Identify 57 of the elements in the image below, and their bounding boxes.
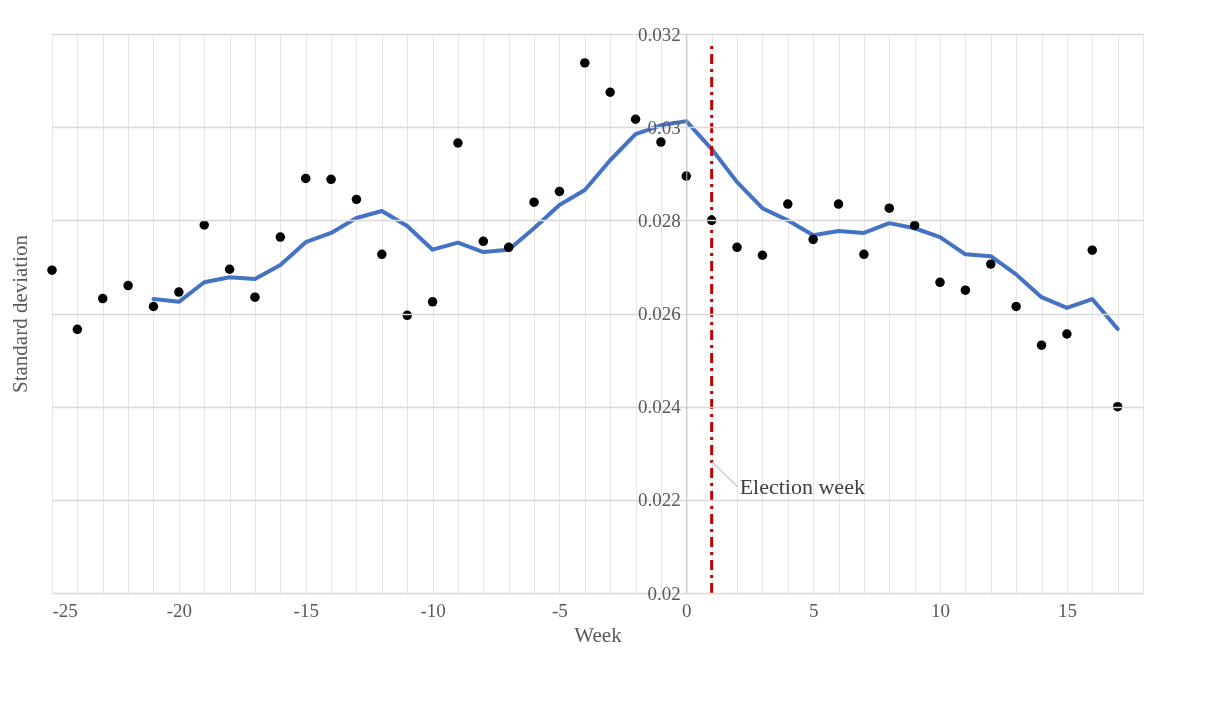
x-tick-label: -5 [552,599,568,621]
point [1036,340,1047,350]
x-axis-title: Week [574,622,623,647]
x-tick-label: -15 [293,599,319,621]
point [859,249,869,260]
point [453,138,463,148]
y-tick-label: 0.028 [638,209,681,231]
point [630,114,641,124]
point [580,58,590,68]
point [909,220,920,231]
point [1087,245,1097,255]
point [478,236,489,247]
point [656,137,666,147]
point [935,277,945,288]
point [300,173,311,184]
point [529,197,539,207]
point [732,242,742,253]
x-tick-label: -25 [52,599,78,621]
x-tick-label: 5 [808,599,819,621]
point [1062,329,1072,339]
ref-line-label: Election week [739,473,865,499]
point [275,232,286,242]
point [783,199,793,209]
x-tick-label: -10 [420,599,446,621]
point [884,203,895,213]
point [199,220,209,230]
point [960,285,971,295]
point [427,297,438,307]
point [554,186,565,197]
point [605,87,615,97]
point [986,259,996,269]
y-tick-label: 0.024 [638,396,682,418]
point [47,265,57,275]
point [377,249,387,260]
y-tick-label: 0.032 [638,23,681,45]
point [351,194,362,205]
point [757,250,768,260]
x-tick-label: 0 [682,599,692,621]
y-axis-title: Standard deviation [7,234,32,394]
x-tick-label: 10 [931,599,951,621]
point [833,199,844,209]
point [174,287,184,297]
x-tick-label: -20 [166,599,193,621]
point [72,324,83,335]
point [326,174,336,185]
point [250,292,260,302]
x-tick-label: 15 [1057,599,1077,621]
y-tick-label: 0.026 [638,303,681,324]
point [98,293,108,304]
point [1011,301,1021,312]
point [123,280,133,291]
y-tick-label: 0.02 [647,582,681,604]
point [808,234,818,245]
point [148,301,159,312]
y-tick-label: 0.022 [638,489,681,511]
point [224,264,235,274]
point [503,242,514,253]
